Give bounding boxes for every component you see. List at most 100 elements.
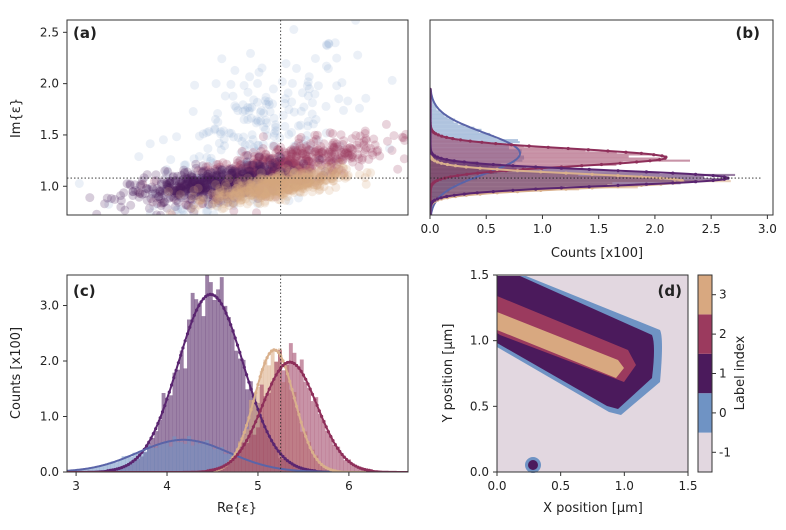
scatter-point (359, 140, 369, 150)
fit-dot (138, 453, 142, 457)
scatter-point (224, 174, 234, 184)
scatter-point (284, 158, 294, 168)
scatter-point (266, 177, 276, 187)
histogram-bar (190, 445, 195, 472)
scatter-point (158, 135, 168, 145)
histogram-bar (430, 149, 586, 152)
scatter-point (272, 185, 282, 195)
scatter-point (248, 188, 258, 198)
scatter-point (110, 194, 120, 204)
scatter-point (222, 174, 232, 184)
scatter-point (175, 182, 185, 192)
fit-dot (249, 430, 253, 434)
scatter-point (228, 172, 238, 182)
scatter-point (229, 179, 239, 189)
scatter-point (247, 164, 257, 174)
scatter-point (281, 187, 290, 197)
scatter-point (167, 191, 177, 201)
scatter-point (270, 180, 280, 190)
scatter-point (192, 181, 202, 191)
scatter-point (286, 145, 296, 155)
scatter-point (246, 48, 255, 58)
fit-dot (285, 372, 290, 376)
fit-dot (616, 169, 620, 173)
scatter-point (355, 131, 365, 141)
scatter-point (294, 175, 304, 185)
fit-dot (263, 425, 267, 429)
scatter-point (168, 192, 178, 202)
scatter-point (293, 170, 303, 180)
scatter-point (218, 178, 228, 188)
fit-dot (135, 455, 140, 459)
scatter-point (260, 189, 270, 199)
histogram-bar (430, 151, 617, 154)
scatter-point (162, 182, 172, 192)
scatter-point (232, 167, 242, 177)
scatter-point (301, 159, 311, 169)
fit-dot (129, 461, 133, 465)
scatter-point (187, 203, 197, 213)
scatter-point (301, 181, 311, 191)
scatter-point (335, 141, 345, 151)
scatter-point (283, 178, 293, 188)
scatter-point (276, 172, 286, 182)
scatter-point (277, 167, 287, 177)
scatter-point (284, 185, 293, 195)
scatter-point (238, 169, 248, 179)
scatter-point (213, 194, 223, 204)
scatter-point (176, 183, 185, 193)
histogram-bar (259, 384, 264, 472)
histogram-bar (299, 359, 304, 472)
scatter-point (229, 132, 239, 142)
scatter-point (237, 195, 247, 205)
scatter-point (295, 164, 305, 174)
scatter-point (257, 186, 267, 196)
scatter-point (151, 176, 161, 186)
scatter-point (270, 181, 280, 191)
fit-dot (306, 440, 310, 444)
scatter-point (155, 187, 165, 197)
scatter-point (199, 175, 209, 185)
fit-dot (297, 412, 301, 417)
scatter-point (357, 155, 367, 165)
scatter-point (290, 174, 300, 184)
scatter-point (360, 126, 370, 136)
histogram-bar (343, 460, 348, 472)
scatter-point (151, 189, 161, 198)
scatter-point (295, 167, 305, 177)
scatter-point (213, 117, 223, 127)
scatter-point (298, 181, 308, 191)
scatter-point (274, 195, 283, 205)
scatter-point (280, 99, 290, 108)
scatter-point (178, 205, 188, 215)
scatter-point (281, 157, 291, 167)
fit-dot (694, 180, 698, 184)
scatter-point (287, 159, 297, 168)
scatter-point (255, 199, 265, 209)
scatter-point (275, 160, 285, 170)
scatter-point (237, 177, 247, 186)
scatter-point (138, 179, 148, 189)
scatter-point (199, 166, 209, 176)
fit-dot (694, 172, 698, 176)
fit-dot (345, 457, 349, 462)
scatter-point (271, 186, 281, 196)
scatter-point (287, 157, 297, 167)
scatter-point (181, 184, 191, 194)
scatter-point (238, 192, 247, 202)
scatter-point (252, 97, 262, 107)
fit-dot (247, 380, 251, 384)
fit-dot (491, 162, 495, 167)
scatter-point (277, 165, 287, 175)
scatter-point (255, 171, 265, 181)
scatter-point (241, 194, 251, 204)
colorbar-segment (698, 432, 712, 472)
fit-dot (258, 375, 262, 379)
scatter-point (190, 183, 200, 193)
scatter-point (269, 186, 279, 196)
scatter-point (283, 185, 293, 195)
scatter-point (243, 87, 253, 97)
scatter-point (202, 173, 212, 183)
scatter-point (226, 181, 236, 191)
scatter-point (298, 168, 308, 178)
